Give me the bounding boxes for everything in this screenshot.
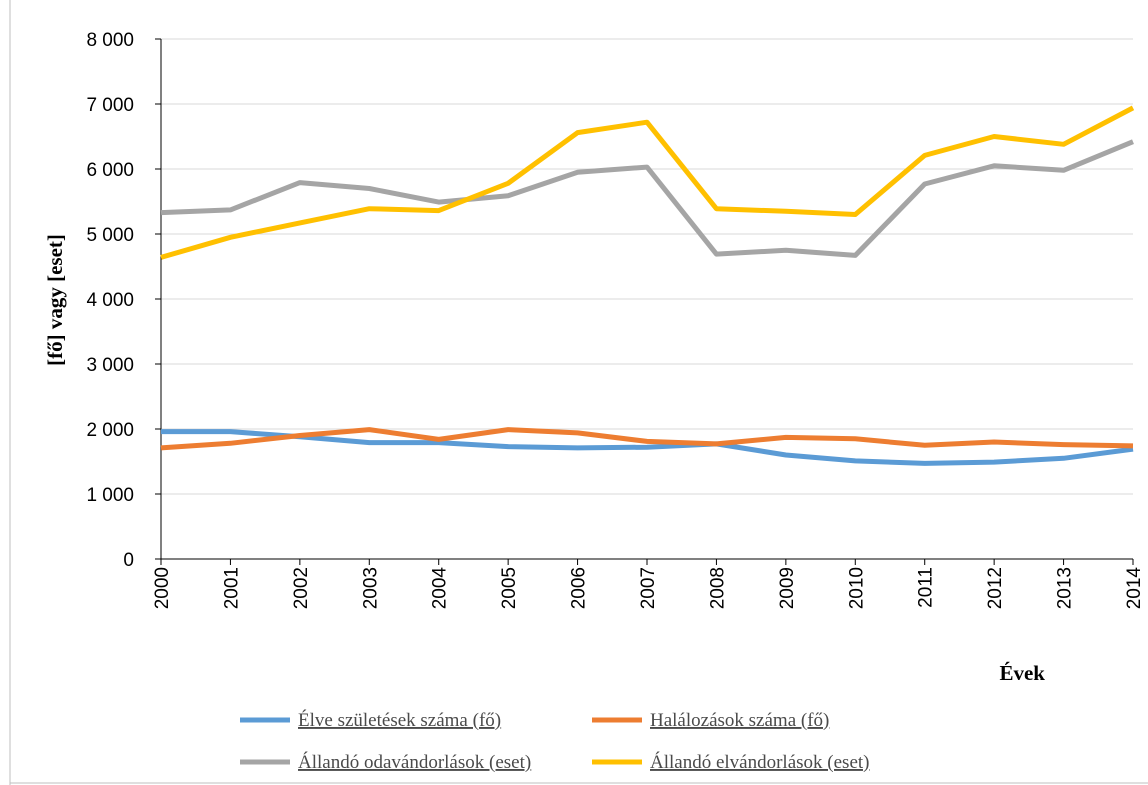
y-tick-label: 2 000: [86, 420, 134, 441]
x-tick-label: 2001: [221, 567, 242, 609]
x-tick-label: 2002: [291, 567, 312, 609]
y-tick-label: 6 000: [86, 160, 134, 181]
gridlines: [161, 38, 1133, 495]
series-line: [161, 429, 1134, 466]
y-tick-label: 4 000: [86, 290, 134, 311]
x-tick-label: 2013: [1055, 567, 1076, 609]
x-axis-title: Évek: [999, 661, 1045, 685]
x-tick-label: 2008: [707, 567, 728, 609]
y-tick-label: 7 000: [86, 95, 134, 116]
y-tick-labels: 0 1 000 2 000 3 000 4 000 5 000 6 000 7 000 8 00…: [86, 30, 134, 571]
x-tick-label: 2003: [360, 567, 381, 609]
legend-label: Állandó odavándorlások (eset): [298, 751, 531, 773]
x-tick-label: 2005: [499, 567, 520, 609]
x-tick-label: 2014: [1124, 567, 1145, 610]
series-line: [160, 427, 1134, 451]
y-tick-label: 5 000: [86, 225, 134, 246]
legend-label: Állandó elvándorlások (eset): [650, 751, 869, 773]
axes: [9, 0, 1148, 785]
series-line: [160, 105, 1135, 260]
y-tick-label: 0: [123, 550, 134, 571]
y-axis-title: [fő] vagy [eset]: [43, 234, 67, 366]
x-tick-label: 2004: [430, 567, 451, 610]
series-lines: [160, 105, 1135, 466]
x-tick-label: 2007: [638, 567, 659, 609]
legend: Élve születések száma (fő) Halálozások sz…: [240, 709, 869, 773]
x-tick-label: 2006: [569, 567, 590, 609]
y-tick-label: 8 000: [86, 30, 134, 51]
series-line: [160, 139, 1134, 258]
legend-label: Élve születések száma (fő): [298, 709, 501, 731]
x-tick-label: 2009: [777, 567, 798, 609]
y-tick-label: 3 000: [86, 355, 134, 376]
x-tick-label: 2011: [916, 567, 937, 608]
x-tick-label: 2012: [985, 567, 1006, 609]
y-tick-label: 1 000: [86, 485, 134, 506]
x-tick-label: 2000: [152, 567, 173, 609]
x-tick-label: 2010: [846, 567, 867, 609]
x-tick-labels: 2000 2001 2002 2003 2004 2005 2006 2007 2008 2009…: [152, 567, 1145, 610]
legend-label: Halálozások száma (fő): [650, 710, 829, 731]
